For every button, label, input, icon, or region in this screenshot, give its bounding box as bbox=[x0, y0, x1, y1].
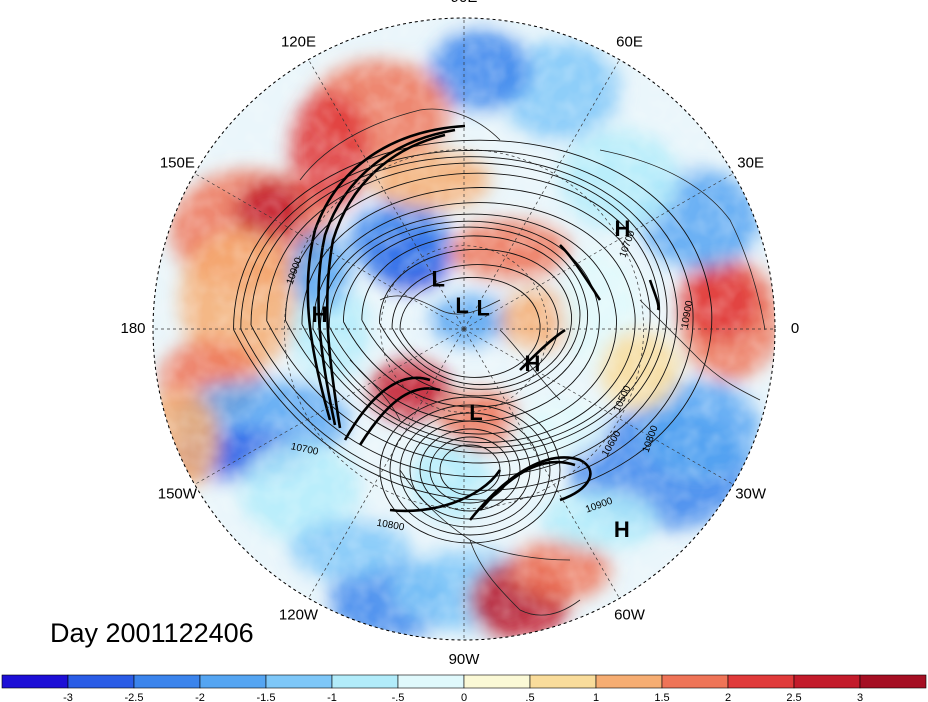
high-pressure-label: H bbox=[525, 351, 541, 376]
colorbar-tick-label: -2 bbox=[195, 692, 205, 702]
colorbar-tick-label: .5 bbox=[525, 692, 534, 702]
colorbar-tick-label: 0 bbox=[461, 692, 467, 702]
low-pressure-label: L bbox=[477, 296, 490, 321]
high-pressure-label: H bbox=[312, 302, 328, 327]
colorbar-swatch bbox=[727, 674, 795, 689]
low-pressure-label: L bbox=[469, 400, 482, 425]
colorbar-tick-label: 3 bbox=[857, 692, 863, 702]
low-pressure-label: L bbox=[455, 293, 468, 318]
colorbar-tick-label: -.5 bbox=[392, 692, 405, 702]
colorbar-swatch bbox=[133, 674, 201, 689]
longitude-label: 60W bbox=[614, 607, 646, 624]
lat-lon-grid bbox=[153, 18, 775, 640]
colorbar-swatch bbox=[265, 674, 333, 689]
colorbar-swatch bbox=[331, 674, 399, 689]
contour-label: 10800 bbox=[376, 518, 406, 534]
longitude-label: 150W bbox=[158, 485, 198, 502]
colorbar-swatch bbox=[397, 674, 465, 689]
colorbar-swatch bbox=[595, 674, 663, 689]
colorbar-tick-label: -2.5 bbox=[125, 692, 144, 702]
longitude-labels: 90E 60E 30E 0 30W 60W 90W 120W 150W 180 150E 120E bbox=[120, 0, 799, 668]
colorbar-swatch bbox=[67, 674, 135, 689]
colorbar-swatch bbox=[199, 674, 267, 689]
longitude-label: 90E bbox=[451, 0, 478, 6]
colorbar-tick-label: -1.5 bbox=[257, 692, 276, 702]
colorbar: -3 -2.5 -2 -1.5 -1 -.5 0 .5 1 1.5 2 2.5 3 bbox=[1, 674, 927, 702]
colorbar-swatch bbox=[529, 674, 597, 689]
longitude-label: 180 bbox=[120, 320, 145, 337]
colorbar-tick-label: 2 bbox=[725, 692, 731, 702]
longitude-label: 60E bbox=[616, 33, 643, 50]
longitude-label: 30W bbox=[735, 485, 767, 502]
jet-stream-contours bbox=[306, 124, 660, 521]
colorbar-swatch bbox=[661, 674, 729, 689]
colorbar-tick-label: -3 bbox=[63, 692, 73, 702]
colorbar-swatch bbox=[859, 674, 927, 689]
height-contours bbox=[233, 139, 713, 544]
longitude-label: 30E bbox=[737, 154, 764, 171]
longitude-label: 150E bbox=[160, 154, 195, 171]
colorbar-tick-label: -1 bbox=[327, 692, 337, 702]
low-pressure-label: L bbox=[432, 266, 445, 291]
colorbar-swatch bbox=[793, 674, 861, 689]
colorbar-swatch bbox=[463, 674, 531, 689]
high-pressure-label: H bbox=[614, 517, 630, 542]
contour-label: 10900 bbox=[680, 299, 696, 329]
longitude-label: 90W bbox=[449, 651, 481, 668]
longitude-label: 120E bbox=[281, 33, 316, 50]
longitude-label: 120W bbox=[279, 607, 319, 624]
colorbar-tick-label: 2.5 bbox=[786, 692, 801, 702]
colorbar-tick-label: 1 bbox=[593, 692, 599, 702]
colorbar-swatch bbox=[1, 674, 69, 689]
colorbar-tick-label: 1.5 bbox=[654, 692, 669, 702]
figure-title: Day 2001122406 bbox=[50, 618, 254, 648]
high-pressure-label: H bbox=[615, 216, 631, 241]
longitude-label: 0 bbox=[791, 320, 799, 337]
